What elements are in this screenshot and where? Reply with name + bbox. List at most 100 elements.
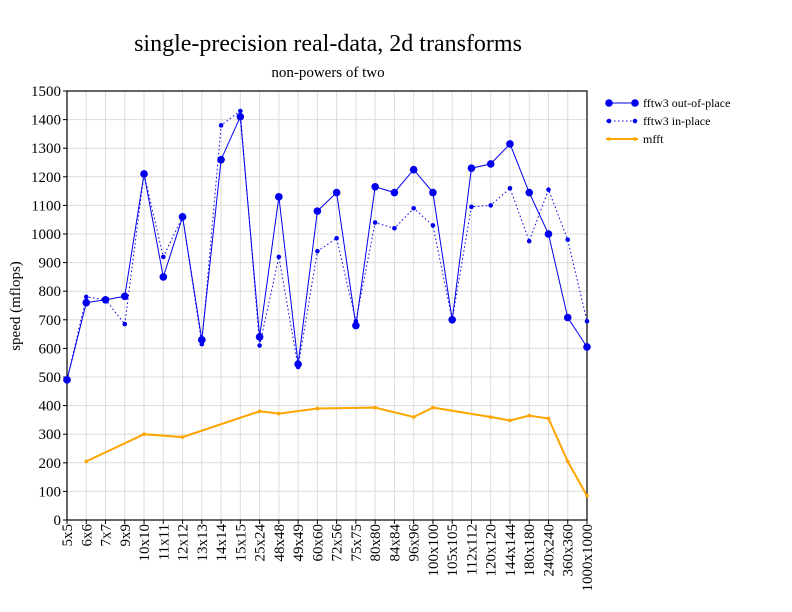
x-tick-label: 14x14: [214, 524, 230, 562]
legend-label: fftw3 out-of-place: [643, 96, 730, 110]
chart-subtitle: non-powers of two: [271, 65, 384, 81]
data-point: [431, 405, 435, 410]
y-tick-label: 900: [39, 256, 62, 272]
data-point: [315, 248, 320, 254]
x-tick-label: 15x15: [233, 524, 249, 562]
y-tick-label: 600: [39, 341, 62, 357]
axes: 0 100 200 300 400 500 600 700 800 900 1000 1100 1200…: [31, 84, 596, 592]
data-point: [392, 225, 397, 231]
y-axis-label: speed (mflops): [8, 261, 24, 351]
data-point: [199, 341, 205, 347]
legend-swatch-marker: [631, 99, 639, 107]
data-point: [584, 318, 590, 324]
y-tick-label: 800: [39, 284, 62, 300]
data-point: [238, 108, 243, 114]
legend-item: mfft: [606, 132, 664, 146]
series-layer: [63, 108, 591, 498]
legend-item: fftw3 in-place: [606, 114, 710, 128]
x-tick-label: 5x5: [60, 524, 76, 547]
y-tick-label: 700: [39, 313, 62, 329]
data-point: [103, 297, 108, 303]
data-point: [295, 364, 301, 370]
series-line: [66, 114, 588, 381]
data-point: [488, 415, 493, 419]
data-point: [527, 413, 532, 418]
legend-swatch-marker: [633, 137, 637, 141]
data-point: [141, 171, 147, 177]
y-tick-label: 500: [39, 370, 62, 386]
data-point: [467, 164, 476, 173]
data-point: [371, 183, 379, 191]
x-tick-label: 60x60: [310, 524, 326, 562]
x-tick-label: 100x100: [426, 524, 442, 577]
data-point: [353, 318, 359, 324]
data-point: [64, 377, 70, 383]
data-point: [313, 207, 322, 215]
x-tick-label: 80x80: [368, 524, 384, 562]
series-fftw3-in-place: [64, 108, 590, 383]
data-point: [430, 223, 436, 228]
data-point: [544, 230, 553, 238]
x-tick-label: 48x48: [272, 524, 288, 562]
legend-swatch-marker: [605, 99, 613, 107]
x-tick-label: 105x105: [445, 524, 461, 577]
data-point: [546, 416, 551, 421]
data-point: [159, 273, 168, 281]
data-point: [122, 321, 128, 327]
x-tick-label: 84x84: [387, 524, 403, 562]
plot-frame: [66, 90, 588, 521]
data-point: [525, 188, 534, 197]
legend-swatch-marker: [607, 137, 611, 141]
x-tick-label: 240x240: [541, 524, 557, 577]
x-tick-label: 10x10: [137, 524, 153, 562]
y-tick-label: 100: [39, 484, 62, 500]
data-point: [257, 343, 262, 348]
chart-title: single-precision real-data, 2d transform…: [134, 31, 522, 57]
data-point: [84, 459, 89, 464]
x-tick-label: 9x9: [118, 524, 134, 547]
y-tick-label: 1000: [31, 227, 61, 243]
y-tick-label: 400: [39, 399, 62, 415]
data-point: [332, 188, 341, 197]
y-tick-label: 1300: [31, 141, 61, 157]
data-point: [142, 432, 146, 437]
y-tick-label: 1400: [31, 113, 61, 129]
y-tick-label: 1100: [32, 198, 61, 214]
data-point: [411, 205, 416, 211]
data-point: [565, 459, 570, 464]
data-point: [449, 317, 455, 323]
data-point: [217, 155, 225, 164]
data-point: [373, 405, 377, 410]
x-tick-label: 180x180: [522, 524, 538, 577]
data-point: [546, 187, 551, 192]
data-point: [488, 203, 494, 208]
data-point: [82, 298, 91, 307]
y-tick-label: 0: [54, 513, 62, 529]
data-point: [83, 294, 89, 300]
x-tick-label: 25x24: [253, 524, 269, 562]
data-point: [563, 313, 572, 322]
data-point: [257, 409, 262, 414]
x-tick-label: 7x7: [99, 524, 115, 547]
data-point: [218, 123, 224, 128]
data-point: [334, 235, 339, 241]
x-tick-label: 360x360: [561, 524, 577, 577]
x-tick-label: 72x56: [330, 524, 346, 562]
legend-label: mfft: [643, 132, 664, 146]
data-point: [372, 220, 378, 225]
x-tick-label: 96x96: [407, 524, 423, 562]
data-point: [236, 112, 245, 121]
data-point: [565, 237, 571, 243]
x-tick-label: 6x6: [79, 524, 95, 547]
x-tick-label: 13x13: [195, 524, 211, 562]
data-point: [180, 435, 185, 439]
data-point: [429, 188, 437, 197]
data-point: [507, 185, 513, 191]
x-tick-label: 112x112: [464, 524, 480, 575]
series-mfft: [84, 405, 589, 498]
data-point: [277, 411, 281, 416]
data-point: [390, 188, 399, 197]
x-tick-label: 12x12: [176, 524, 192, 562]
y-tick-label: 200: [39, 456, 62, 472]
